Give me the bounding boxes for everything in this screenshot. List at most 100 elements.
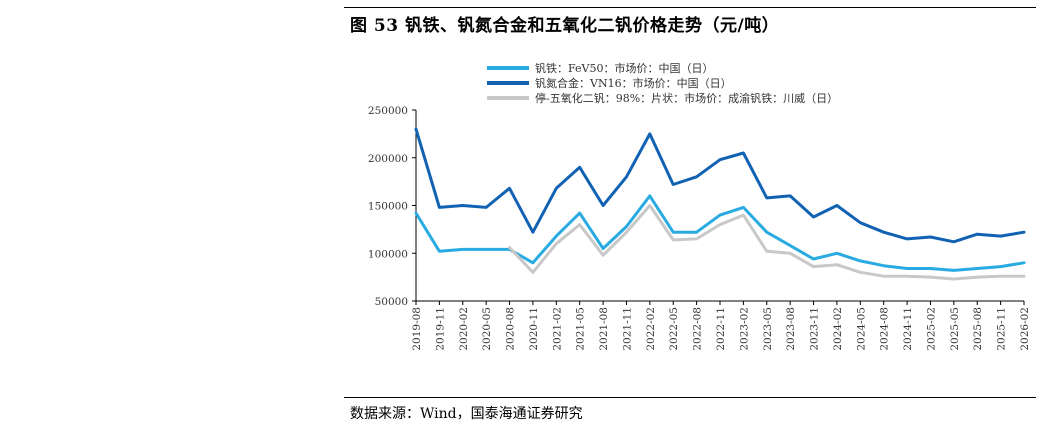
- data-point: [531, 261, 535, 264]
- data-point: [531, 271, 535, 274]
- data-point: [905, 237, 909, 241]
- line-chart: 钒铁：FeV50：市场价：中国（日）钒氮合金：VN16：市场价：中国（日）停-五…: [368, 61, 1031, 351]
- data-point: [695, 231, 698, 234]
- x-tick-label: 2023-11: [809, 307, 821, 351]
- data-point: [976, 267, 979, 270]
- data-point: [976, 232, 979, 236]
- data-point: [531, 231, 535, 234]
- legend-label: 停-五氧化二钒：98%：片状：市场价：成渝钒铁：川威（日）: [535, 91, 838, 105]
- data-point: [601, 253, 605, 257]
- data-point: [788, 252, 792, 255]
- x-tick-label: 2022-02: [645, 307, 657, 351]
- data-point: [625, 175, 628, 179]
- x-tick-label: 2023-08: [785, 307, 797, 351]
- data-point: [835, 263, 839, 266]
- data-point: [812, 215, 815, 219]
- data-point: [765, 196, 768, 200]
- data-point: [438, 206, 441, 209]
- data-point: [718, 213, 722, 217]
- data-point: [718, 223, 722, 226]
- x-tick-label: 2025-08: [972, 307, 984, 351]
- data-point: [742, 206, 745, 209]
- data-point: [999, 234, 1002, 238]
- data-point: [508, 187, 511, 190]
- data-point: [976, 275, 979, 279]
- data-point: [952, 240, 956, 243]
- data-point: [952, 269, 956, 272]
- data-point: [648, 132, 652, 136]
- data-point: [578, 211, 581, 215]
- data-point: [601, 247, 605, 250]
- x-tick-label: 2024-02: [832, 307, 844, 351]
- data-point: [905, 267, 909, 270]
- data-point: [859, 221, 862, 224]
- source-note: 数据来源：Wind，国泰海通证券研究: [350, 406, 583, 422]
- legend-label: 钒氮合金：VN16：市场价：中国（日）: [535, 76, 732, 90]
- data-point: [718, 158, 722, 161]
- data-point: [929, 275, 932, 279]
- x-axis: 2019-08 2019-11 2020-02 2020-05 2020-08 2020-…: [411, 300, 1031, 351]
- x-tick-label: 2024-08: [879, 307, 891, 351]
- y-tick-label: 200000: [368, 153, 408, 165]
- data-point: [765, 250, 768, 253]
- legend-label: 钒铁：FeV50：市场价：中国（日）: [535, 61, 713, 75]
- y-tick-label: 100000: [368, 248, 408, 260]
- data-point: [1022, 231, 1026, 234]
- data-point: [882, 274, 885, 278]
- x-tick-label: 2022-05: [668, 307, 680, 351]
- x-tick-label: 2022-08: [692, 307, 704, 351]
- data-point: [555, 234, 558, 238]
- series-layer: [414, 127, 1026, 281]
- x-tick-label: 2020-02: [458, 307, 470, 351]
- data-point: [695, 237, 698, 241]
- data-point: [648, 194, 652, 198]
- data-point: [742, 151, 745, 155]
- x-tick-label: 2022-11: [715, 307, 727, 351]
- data-point: [578, 166, 581, 169]
- data-point: [672, 183, 675, 186]
- data-point: [625, 231, 628, 234]
- x-tick-label: 2025-11: [996, 307, 1008, 351]
- data-point: [859, 271, 862, 274]
- title-rule: [344, 7, 1036, 8]
- data-point: [765, 231, 768, 234]
- data-point: [578, 223, 581, 226]
- data-point: [812, 257, 815, 261]
- x-tick-label: 2024-11: [902, 307, 914, 351]
- x-tick-label: 2023-02: [738, 307, 750, 351]
- x-tick-label: 2020-11: [528, 307, 540, 351]
- data-point: [461, 204, 464, 207]
- series-line-1: [414, 194, 1026, 272]
- data-point: [555, 187, 558, 190]
- data-point: [484, 248, 488, 251]
- data-point: [952, 277, 956, 281]
- x-tick-label: 2021-11: [621, 307, 633, 351]
- data-point: [999, 265, 1002, 268]
- data-point: [648, 204, 652, 207]
- y-tick-label: 250000: [368, 105, 408, 117]
- x-tick-label: 2025-02: [925, 307, 937, 351]
- data-point: [999, 274, 1002, 278]
- series-line-3: [508, 204, 1026, 281]
- x-tick-label: 2026-02: [1019, 307, 1031, 351]
- x-tick-label: 2021-05: [575, 307, 587, 351]
- legend: 钒铁：FeV50：市场价：中国（日）钒氮合金：VN16：市场价：中国（日）停-五…: [487, 61, 838, 105]
- data-point: [929, 235, 932, 239]
- x-tick-label: 2021-08: [598, 307, 610, 351]
- data-point: [905, 274, 909, 278]
- data-point: [788, 194, 792, 198]
- chart-title: 图 53 钒铁、钒氮合金和五氧化二钒价格走势（元/吨）: [350, 16, 780, 36]
- data-point: [601, 204, 605, 207]
- data-point: [812, 265, 815, 268]
- source-rule: [344, 397, 1036, 398]
- data-point: [859, 259, 862, 263]
- x-tick-label: 2020-05: [481, 307, 493, 351]
- x-tick-label: 2024-05: [855, 307, 867, 351]
- data-point: [882, 264, 885, 267]
- x-tick-label: 2023-05: [762, 307, 774, 351]
- data-point: [695, 175, 698, 179]
- data-point: [1022, 274, 1026, 278]
- data-point: [929, 267, 932, 270]
- data-point: [508, 246, 511, 249]
- data-point: [672, 238, 675, 242]
